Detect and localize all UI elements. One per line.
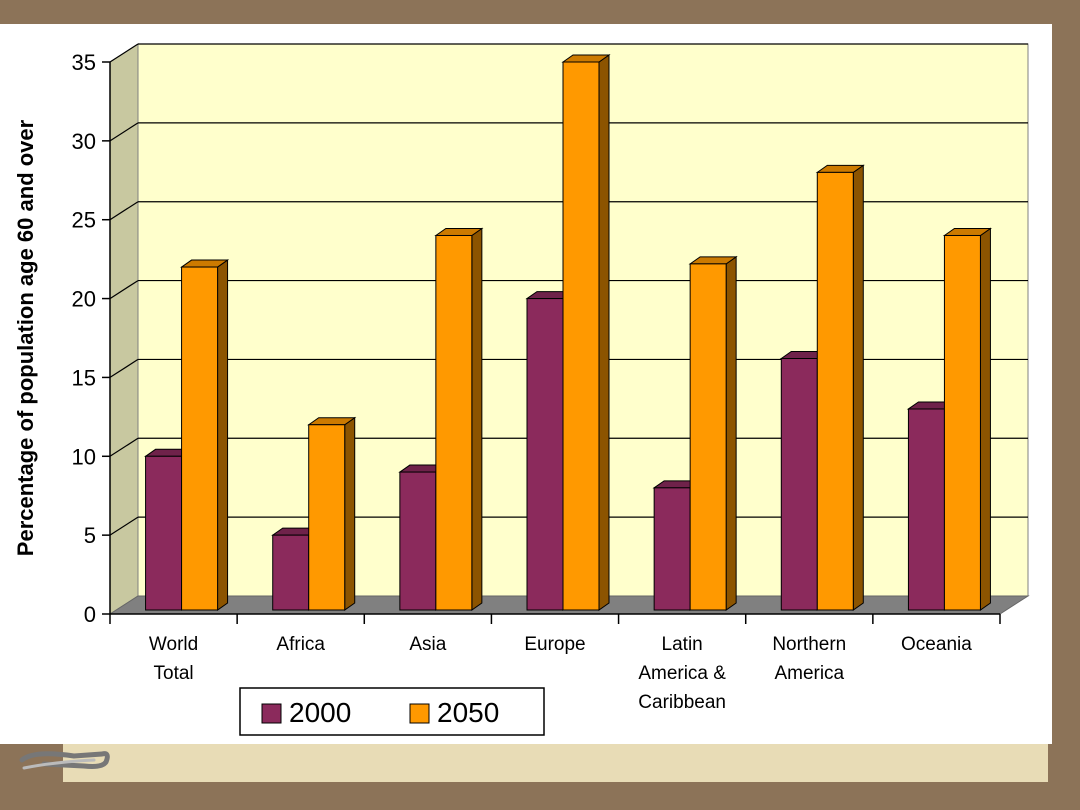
x-tick-label: Africa — [276, 634, 325, 655]
bar-2050 — [181, 266, 219, 611]
chart-svg: 0 5 10 15 20 25 30 35 World Total Africa Asia Europe… — [13, 43, 1030, 736]
legend-label-2050: 2050 — [437, 697, 499, 728]
gridline-side — [109, 280, 139, 300]
bar-2050 — [308, 424, 346, 611]
x-tick-label: World — [149, 634, 198, 655]
bar-2000 — [272, 534, 310, 611]
gridline-side — [109, 358, 139, 378]
gridline-side — [109, 122, 139, 142]
gridline-side — [109, 437, 139, 457]
y-tick-label: 0 — [84, 602, 96, 627]
y-axis-label: Percentage of population age 60 and over — [13, 119, 38, 556]
bar-2000 — [399, 471, 437, 611]
paperclip-icon — [19, 751, 110, 770]
bar-side-2050 — [725, 255, 737, 611]
legend-swatch-2000 — [261, 703, 282, 724]
bar-2050 — [816, 171, 854, 611]
x-tick-label: Europe — [524, 634, 585, 655]
legend: 2000 2050 — [239, 687, 545, 736]
x-tick-label: Northern — [772, 634, 846, 655]
x-tick-label: Oceania — [901, 634, 972, 655]
y-tick-label: 20 — [72, 287, 96, 312]
x-tick-label: Caribbean — [638, 692, 726, 713]
bar-2050 — [562, 61, 600, 611]
y-tick-label: 30 — [72, 129, 96, 154]
plot-side-wall — [109, 43, 139, 615]
bar-2000 — [653, 487, 691, 611]
y-tick-label: 35 — [72, 50, 96, 75]
x-tick-label: America — [774, 663, 844, 684]
bar-side-2050 — [217, 259, 229, 611]
legend-box — [239, 687, 545, 736]
gridline-side — [109, 516, 139, 536]
slide-bottom-band — [63, 742, 1048, 782]
bar-side-2050 — [979, 227, 991, 611]
gridline-side — [109, 201, 139, 221]
chart-panel: 0 5 10 15 20 25 30 35 World Total Africa Asia Europe… — [0, 24, 1052, 744]
x-tick-label: Total — [154, 663, 194, 684]
bar-2000 — [145, 455, 183, 611]
bar-side-2050 — [471, 227, 483, 611]
y-tick-label: 5 — [84, 523, 96, 548]
bar-side-2050 — [344, 416, 356, 611]
x-tick-label: Asia — [409, 634, 446, 655]
legend-swatch-2050 — [409, 703, 430, 724]
bar-2000 — [526, 298, 564, 611]
bar-2000 — [907, 408, 945, 611]
x-tick-label: America & — [638, 663, 726, 684]
y-tick-label: 15 — [72, 365, 96, 390]
bar-side-2050 — [852, 164, 864, 611]
bar-2050 — [689, 263, 727, 611]
bar-2050 — [435, 234, 473, 611]
bar-2000 — [780, 358, 818, 611]
bar-2050 — [943, 234, 981, 611]
y-tick-label: 25 — [72, 208, 96, 233]
bar-side-2050 — [598, 54, 610, 611]
legend-label-2000: 2000 — [289, 697, 351, 728]
gridline-side — [109, 43, 139, 63]
x-tick-label: Latin — [662, 634, 703, 655]
y-tick-label: 10 — [72, 444, 96, 469]
